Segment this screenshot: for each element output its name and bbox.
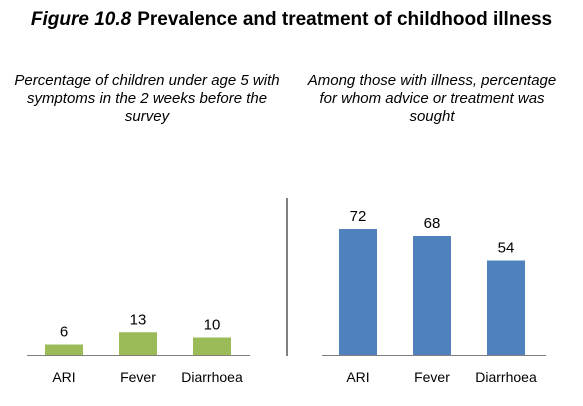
tick-label-panel1-fever: Fever — [120, 369, 156, 385]
data-label-panel1-diarrhoea: 10 — [204, 317, 221, 334]
figure-title-text: Prevalence and treatment of childhood il… — [137, 9, 553, 30]
bar-panel1-fever — [119, 332, 157, 355]
data-label-panel1-ari: 6 — [60, 324, 68, 341]
bar-panel2-ari — [339, 229, 377, 355]
bar-panel2-diarrhoea — [487, 260, 525, 355]
chart-title: Figure 10.8 Prevalence and treatment of c… — [0, 8, 583, 31]
bar-panel1-diarrhoea — [193, 337, 231, 355]
tick-label-panel1-ari: ARI — [52, 369, 75, 385]
tick-label-panel2-ari: ARI — [346, 369, 369, 385]
left-panel-subtitle: Percentage of children under age 5 with … — [14, 72, 280, 125]
right-panel-subtitle: Among those with illness, percentage for… — [307, 72, 557, 125]
data-label-panel2-fever: 68 — [424, 215, 441, 232]
bar-panel2-fever — [413, 236, 451, 355]
data-label-panel2-diarrhoea: 54 — [498, 240, 515, 257]
figure-number: Figure 10.8 — [30, 9, 132, 30]
bar-panel1-ari — [45, 344, 83, 355]
tick-label-panel1-diarrhoea: Diarrhoea — [181, 369, 243, 385]
data-label-panel1-fever: 13 — [130, 311, 147, 328]
tick-label-panel2-diarrhoea: Diarrhoea — [475, 369, 537, 385]
data-label-panel2-ari: 72 — [350, 208, 367, 225]
tick-label-panel2-fever: Fever — [414, 369, 450, 385]
